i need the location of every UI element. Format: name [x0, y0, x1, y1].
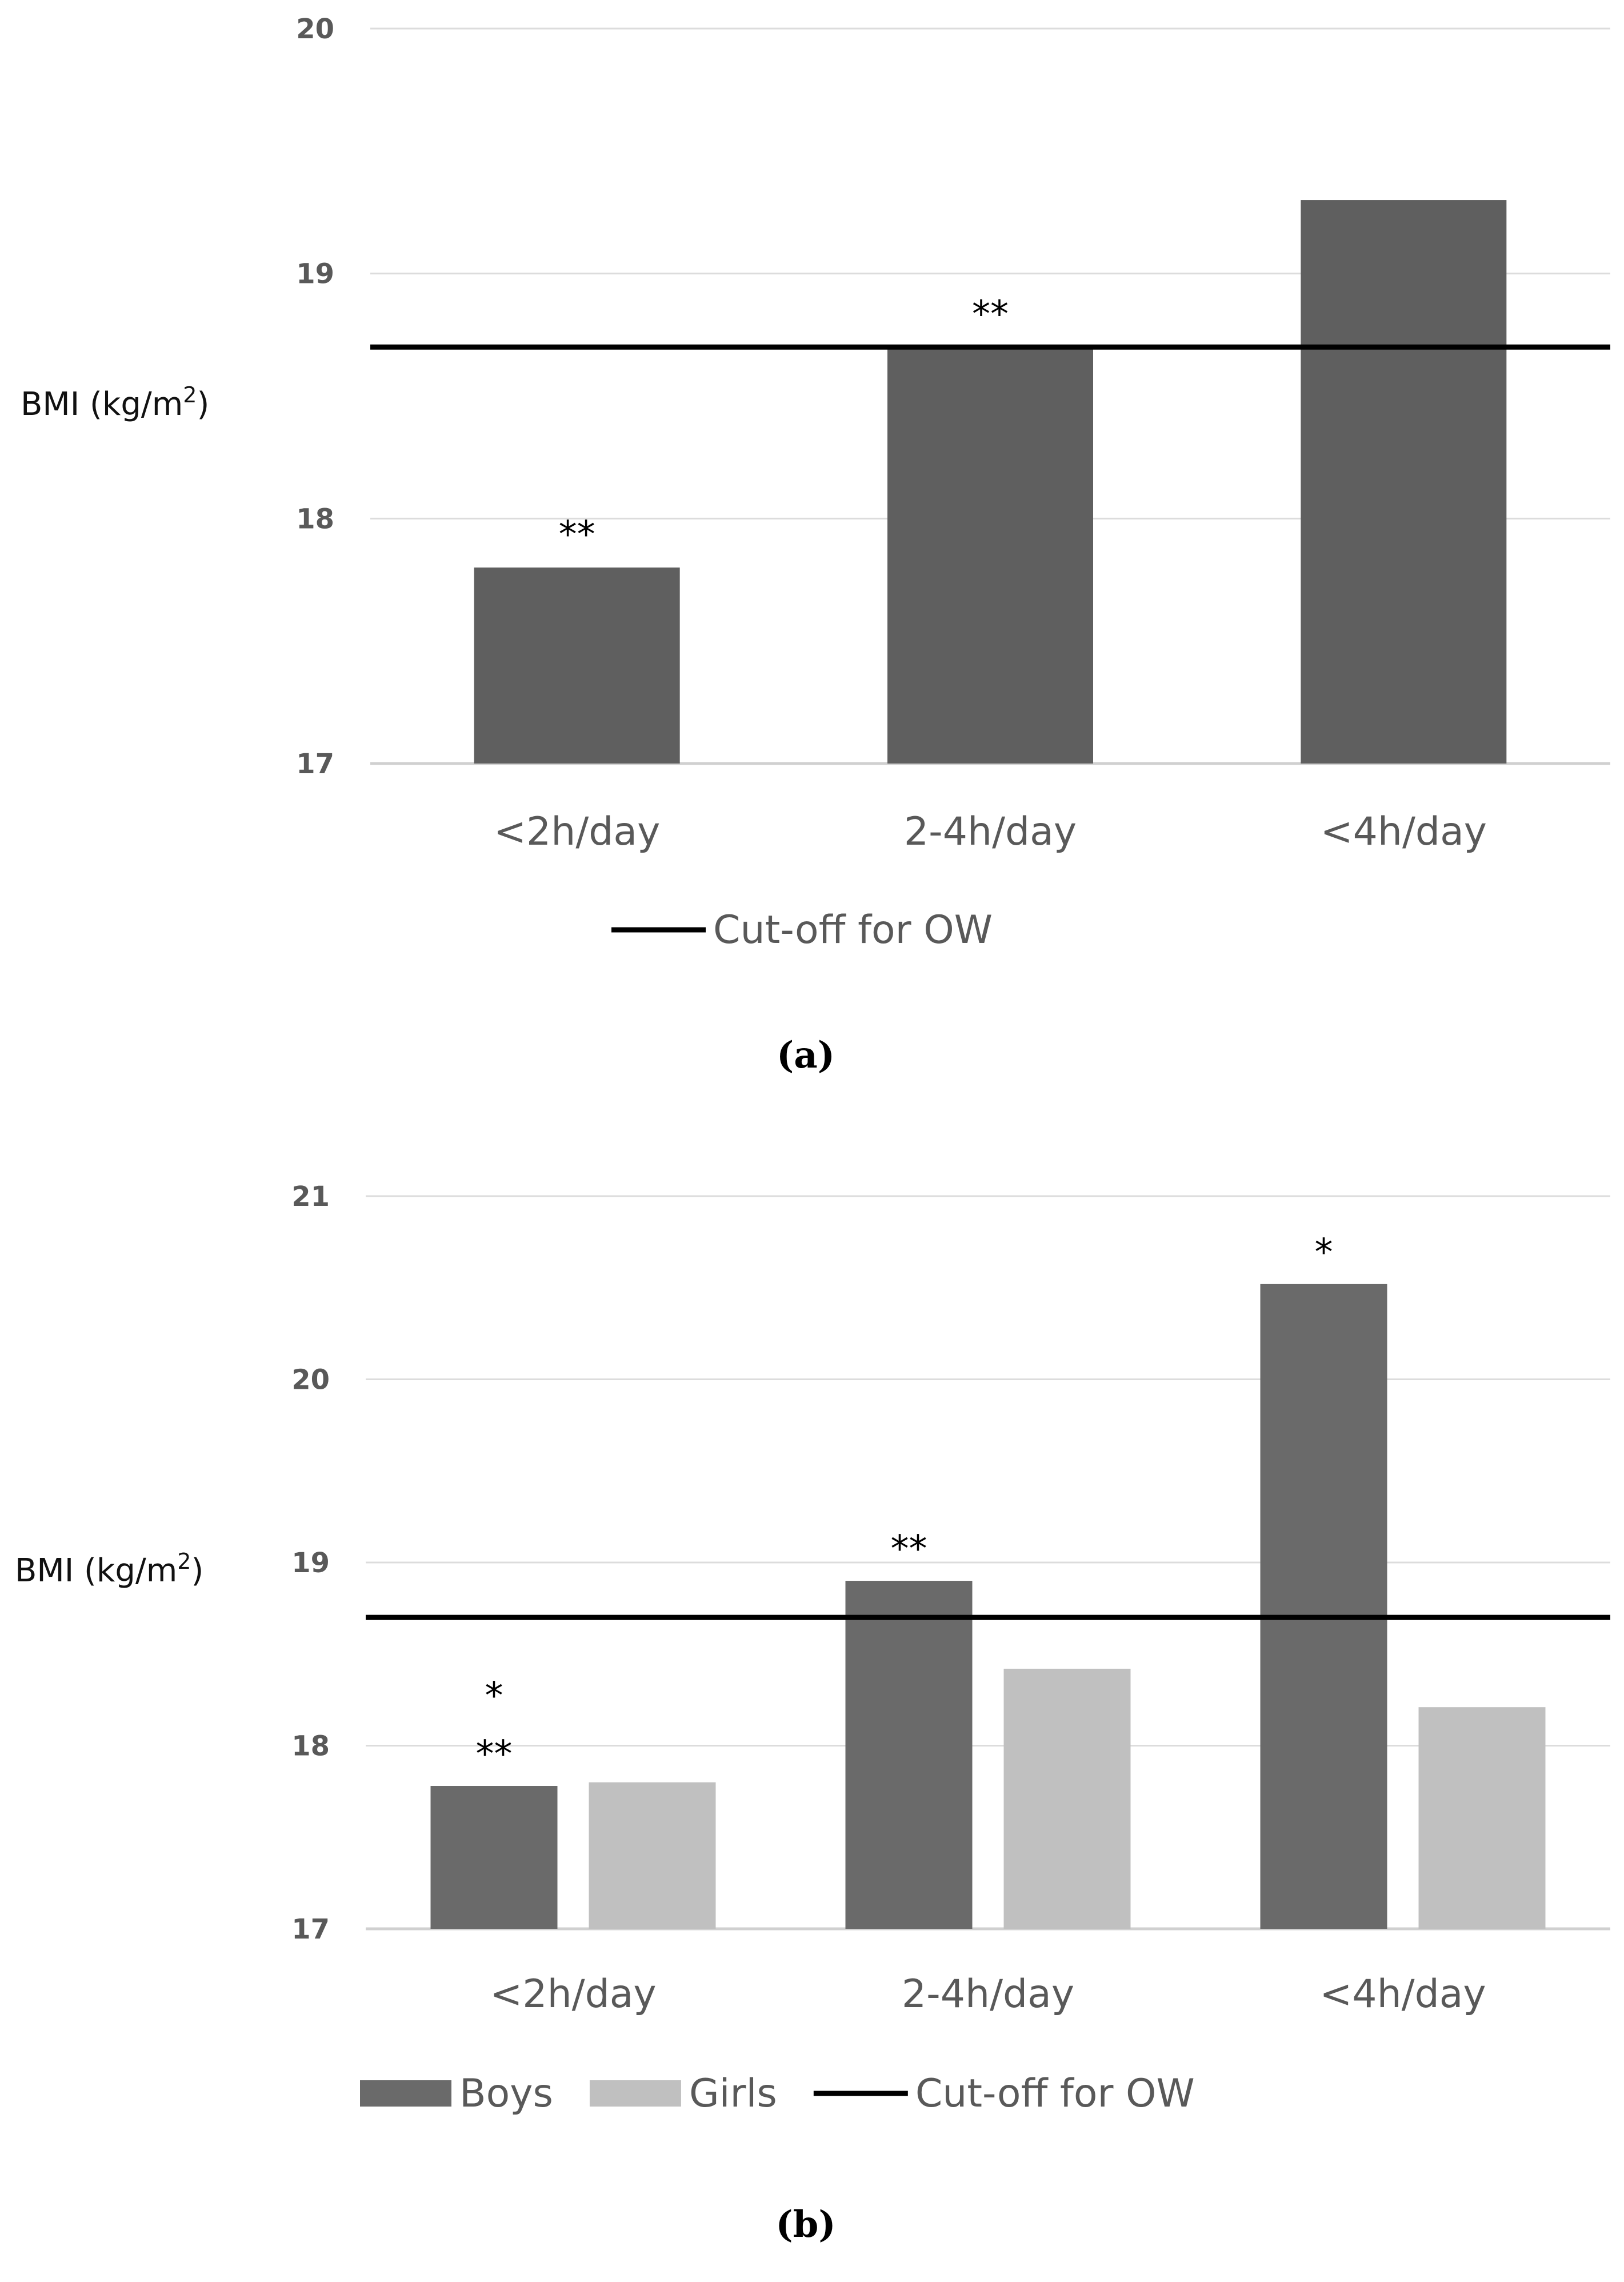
legend-label-girls: Girls: [689, 2071, 777, 2116]
bar-boys-1: [430, 1786, 558, 1929]
significance-marker: **: [972, 293, 1009, 335]
legend: Boys Girls Cut-off for OW: [360, 2071, 1195, 2116]
significance-marker: **: [476, 1733, 513, 1776]
bar-bmi-2: [887, 347, 1093, 764]
y-tick-label: 17: [296, 748, 334, 780]
y-tick-label: 21: [291, 1181, 330, 1213]
x-category-label: 2-4h/day: [904, 809, 1077, 854]
bar-boys-2: [845, 1581, 973, 1929]
y-axis-label: BMI (kg/m2): [15, 1549, 203, 1589]
y-tick-label: 19: [296, 258, 334, 290]
y-tick-label: 20: [291, 1364, 330, 1396]
bar-boys-3: [1260, 1284, 1387, 1929]
y-axis-label-superscript: 2: [183, 382, 197, 407]
y-tick-label: 18: [296, 503, 334, 535]
y-tick-label: 18: [291, 1731, 330, 1763]
significance-marker: **: [891, 1528, 927, 1570]
chart-panel-b: 17 18 19 20 21 BMI (kg/m2) <2h/day 2-4h/day <4h/…: [15, 1181, 1610, 2246]
y-axis-label: BMI (kg/m2): [21, 382, 209, 423]
legend-swatch-boys: [360, 2080, 451, 2107]
y-axis-label-superscript: 2: [177, 1549, 191, 1574]
y-axis-label-close: ): [197, 386, 209, 423]
significance-marker: **: [559, 514, 595, 556]
bar-girls-3: [1418, 1707, 1546, 1929]
y-tick-label: 19: [291, 1547, 330, 1579]
x-category-label: 2-4h/day: [902, 1972, 1074, 2017]
x-category-label: <4h/day: [1319, 1972, 1486, 2017]
legend-label-cut-off-for-ow: Cut-off for OW: [915, 2071, 1195, 2116]
chart-panel-a: 17 18 19 20 BMI (kg/m2) <2h/day 2-4h/day <4h/da…: [21, 13, 1610, 1077]
bar-girls-1: [589, 1782, 716, 1929]
legend: Cut-off for OW: [611, 908, 993, 953]
legend-swatch-girls: [589, 2080, 681, 2107]
y-axis-label-main: BMI (kg/m: [21, 386, 183, 423]
legend-label-cut-off-for-ow: Cut-off for OW: [713, 908, 993, 953]
panel-label: (a): [777, 1034, 835, 1077]
x-category-label: <2h/day: [494, 809, 660, 854]
x-category-label: <4h/day: [1321, 809, 1487, 854]
legend-label-boys: Boys: [459, 2071, 553, 2116]
bar-girls-2: [1003, 1668, 1131, 1929]
bar-bmi-3: [1301, 200, 1507, 764]
bar-bmi-1: [474, 567, 680, 764]
y-axis-label-close: ): [191, 1552, 203, 1589]
panel-label: (b): [775, 2203, 835, 2246]
significance-marker: *: [1315, 1232, 1333, 1274]
y-tick-label: 20: [296, 13, 334, 45]
y-tick-label: 17: [291, 1913, 330, 1945]
x-category-label: <2h/day: [490, 1972, 656, 2017]
significance-marker: *: [485, 1675, 503, 1717]
y-axis-label-main: BMI (kg/m: [15, 1552, 177, 1589]
